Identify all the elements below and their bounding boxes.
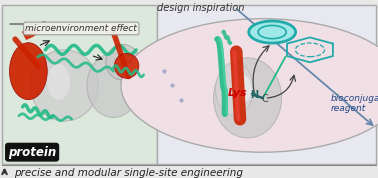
Ellipse shape — [114, 53, 139, 78]
Text: bioconjugation
reagent: bioconjugation reagent — [331, 94, 378, 113]
Ellipse shape — [214, 58, 282, 138]
Circle shape — [121, 19, 378, 152]
Ellipse shape — [236, 76, 251, 102]
Ellipse shape — [106, 44, 140, 80]
Bar — [157, 5, 376, 164]
Ellipse shape — [9, 43, 47, 100]
Text: protein: protein — [8, 146, 56, 159]
Text: C: C — [261, 94, 268, 104]
Bar — [2, 5, 157, 164]
Ellipse shape — [87, 53, 140, 117]
Text: design inspiration: design inspiration — [156, 3, 244, 13]
Text: Lys: Lys — [228, 88, 247, 98]
Ellipse shape — [30, 50, 98, 121]
Text: N: N — [250, 90, 259, 100]
Ellipse shape — [47, 64, 70, 100]
Text: precise and modular single-site engineering: precise and modular single-site engineer… — [14, 168, 243, 178]
Text: microenvironment effect: microenvironment effect — [25, 24, 137, 33]
Polygon shape — [23, 27, 38, 39]
Circle shape — [249, 21, 296, 43]
Ellipse shape — [215, 62, 253, 116]
